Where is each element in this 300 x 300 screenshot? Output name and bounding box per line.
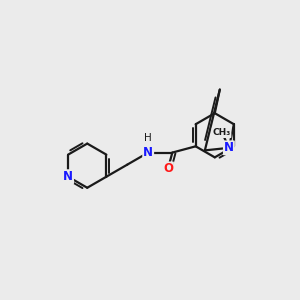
Text: N: N xyxy=(224,141,234,154)
Text: N: N xyxy=(63,170,73,183)
Text: CH₃: CH₃ xyxy=(212,128,231,137)
Text: O: O xyxy=(163,162,173,176)
Text: N: N xyxy=(143,146,153,159)
Text: H: H xyxy=(144,133,152,143)
